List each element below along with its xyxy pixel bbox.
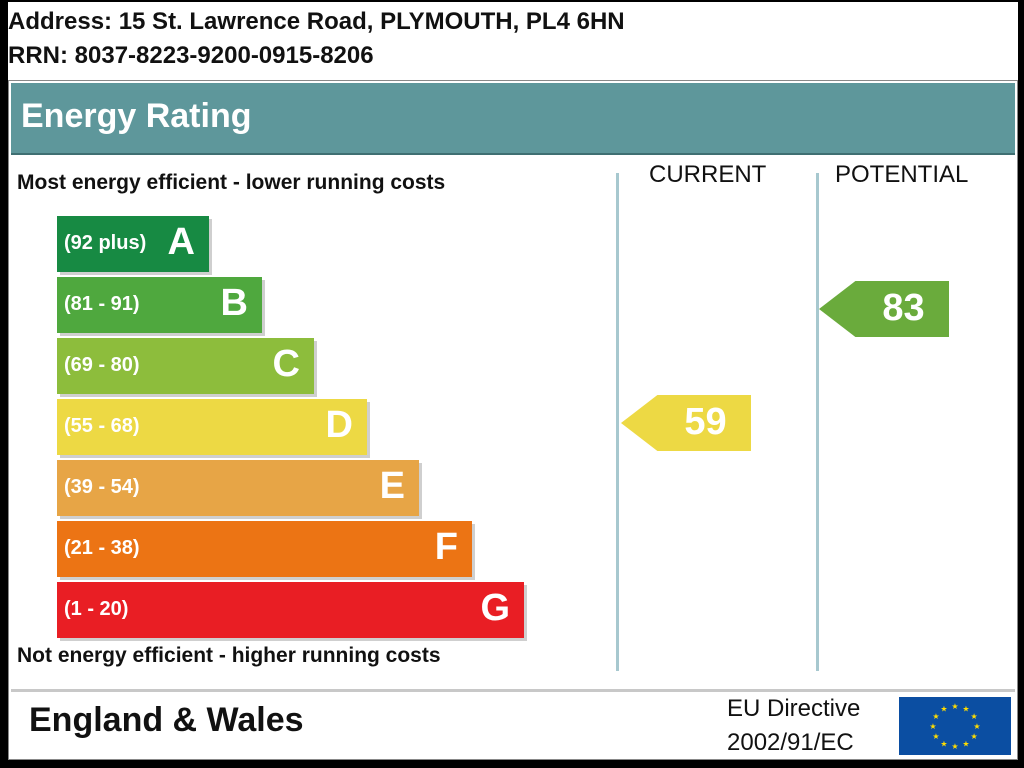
directive-line-1: EU Directive [727,695,861,722]
band-letter: C [272,343,300,385]
bottom-note: Not energy efficient - higher running co… [17,644,441,667]
band-range-label: (55 - 68) [64,415,140,437]
eu-star-icon: ★ [951,702,958,711]
eu-star-icon: ★ [970,712,977,721]
current-rating-value: 59 [684,401,727,443]
eu-star-icon: ★ [932,732,939,741]
band-a: (92 plus) A [57,216,209,272]
footer-region: England & Wales [29,701,304,739]
epc-chart: Energy Rating Most energy efficient - lo… [8,80,1018,760]
band-f: (21 - 38) F [57,521,472,577]
band-range-label: (92 plus) [64,232,147,254]
eu-star-icon: ★ [940,705,947,714]
eu-flag-icon: ★ ★ ★ ★ ★ ★ ★ ★ ★ ★ ★ ★ [899,697,1011,755]
directive-line-2: 2002/91/EC [727,729,854,756]
potential-rating-arrow: 83 [819,281,949,337]
header: Address: 15 St. Lawrence Road, PLYMOUTH,… [8,2,1018,80]
band-letter: D [325,404,353,446]
eu-star-icon: ★ [973,722,980,731]
eu-star-icon: ★ [940,739,947,748]
eu-star-icon: ★ [929,722,936,731]
divider-right [816,173,819,671]
footer-divider [11,689,1015,692]
rrn-text: RRN: 8037-8223-9200-0915-8206 [8,42,374,69]
eu-star-icon: ★ [962,739,969,748]
band-letter: F [434,526,458,568]
title-band: Energy Rating [11,83,1015,155]
top-note: Most energy efficient - lower running co… [17,171,446,194]
column-potential-label: POTENTIAL [835,161,969,188]
band-letter: E [379,465,405,507]
chart-title: Energy Rating [21,97,252,135]
band-c: (69 - 80) C [57,338,314,394]
eu-star-icon: ★ [970,732,977,741]
band-e: (39 - 54) E [57,460,419,516]
potential-rating-value: 83 [882,287,925,329]
band-b: (81 - 91) B [57,277,262,333]
column-current-label: CURRENT [649,161,767,188]
band-range-label: (1 - 20) [64,598,129,620]
band-g: (1 - 20) G [57,582,524,638]
eu-star-icon: ★ [962,705,969,714]
band-range-label: (81 - 91) [64,293,140,315]
band-range-label: (39 - 54) [64,476,140,498]
band-letter: A [167,221,195,263]
band-letter: B [220,282,248,324]
current-rating-arrow: 59 [621,395,751,451]
divider-left [616,173,619,671]
address-text: Address: 15 St. Lawrence Road, PLYMOUTH,… [8,8,625,35]
eu-star-icon: ★ [951,742,958,751]
eu-star-icon: ★ [932,712,939,721]
band-range-label: (69 - 80) [64,354,140,376]
band-letter: G [480,587,510,629]
band-range-label: (21 - 38) [64,537,140,559]
band-d: (55 - 68) D [57,399,367,455]
